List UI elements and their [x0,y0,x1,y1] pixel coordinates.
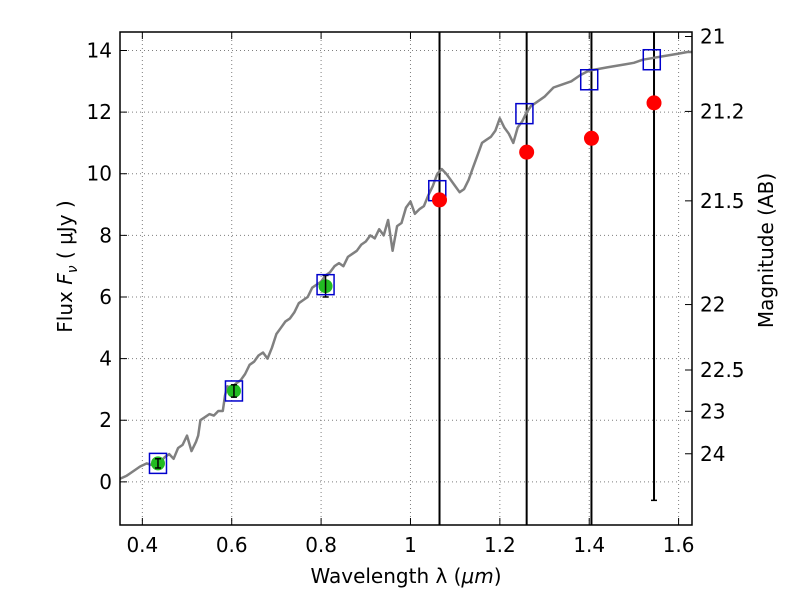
y-tick-label: 2 [99,408,112,432]
model-spectrum-layer [119,50,692,480]
x-tick-label: 1.2 [484,533,516,557]
axis-ticks: 0.4 0.6 0.8 1 1.2 1.4 1.6024681012142121.221.5… [87,24,745,557]
y-tick-label: 12 [87,100,112,124]
model-photometry-square [515,102,534,125]
x-tick-label: 1.4 [573,533,605,557]
x-tick-label: 0.6 [216,533,248,557]
grid [120,32,692,525]
nir-data-point [432,192,448,208]
y-tick-label: 14 [87,38,112,62]
nir-data-point [583,130,599,146]
model-spectrum-line [119,50,692,480]
y-axis-label: Flux Fν ( μJy ) [53,200,81,332]
right-tick-label: 21 [700,24,725,48]
plot-frame [119,31,693,526]
nir-data-point [646,95,662,111]
right-tick-label: 22 [700,293,725,317]
y-tick-label: 8 [99,223,112,247]
model-photometry-square [224,380,244,402]
x-tick-label: 1 [404,533,417,557]
error-bars [438,32,658,525]
y-tick-label: 0 [99,470,112,494]
nir-data-point [519,144,535,160]
model-photometry-square [642,48,662,71]
model-photometry-square [148,452,168,475]
y-tick-label: 6 [99,285,112,309]
right-tick-label: 23 [700,399,725,423]
x-tick-label: 0.8 [305,533,337,557]
y-tick-label: 4 [99,347,112,371]
model-photometry-square [579,69,599,91]
y-tick-label: 10 [87,162,112,186]
x-tick-label: 0.4 [126,533,158,557]
x-tick-label: 1.6 [663,533,695,557]
model-photometry-square [316,273,335,296]
right-axis-label: Magnitude (AB) [754,173,778,328]
data-points [148,48,662,475]
right-tick-label: 24 [700,442,725,466]
right-tick-label: 21.2 [700,99,745,123]
right-tick-label: 22.5 [700,358,745,382]
x-axis-label: Wavelength λ (μm) [310,564,501,588]
right-tick-label: 21.5 [700,189,745,213]
